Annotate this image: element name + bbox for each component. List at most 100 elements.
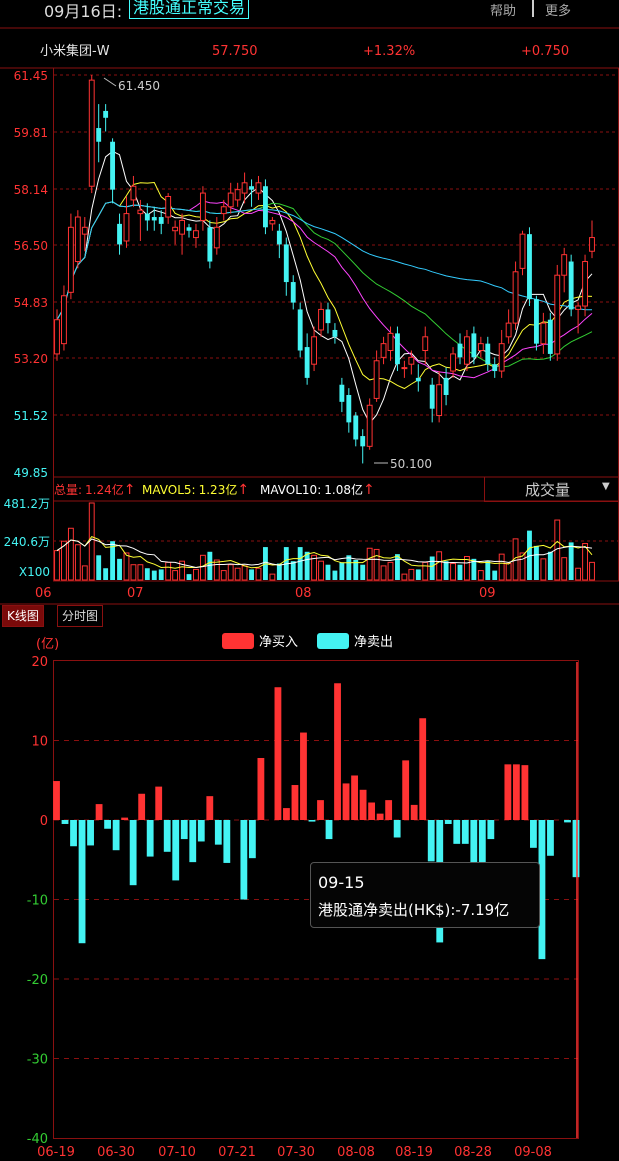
candle	[297, 302, 303, 358]
candle-body	[123, 213, 130, 242]
candle	[67, 213, 74, 300]
chart-frames	[0, 27, 619, 1139]
candle-body	[186, 227, 192, 231]
candle-body	[325, 309, 331, 324]
candle-body	[165, 195, 172, 218]
volume-bar	[325, 564, 331, 580]
volume-bar	[505, 563, 512, 581]
candle	[255, 175, 262, 200]
kline-x-tick: 06	[35, 586, 52, 601]
netflow-bar	[180, 820, 188, 840]
candle	[498, 329, 505, 378]
volume-bar	[297, 547, 303, 580]
candle	[519, 230, 526, 276]
volume-bar	[380, 565, 387, 581]
candle-body	[137, 209, 144, 215]
volume-bar	[568, 542, 574, 580]
kline-y-tick: 61.45	[14, 69, 48, 83]
candlesticks	[54, 75, 595, 464]
candle	[464, 329, 470, 372]
netflow-x-tick: 09-08	[514, 1145, 552, 1160]
ma60-line	[56, 201, 593, 320]
candle	[193, 223, 199, 248]
volume-total-label: 总量: 1.24亿↑	[54, 482, 136, 498]
date-label: 09月16日:	[44, 2, 123, 21]
candle	[144, 203, 150, 231]
volume-bar	[582, 543, 588, 581]
help-link[interactable]: 帮助	[490, 4, 517, 19]
netflow-bar	[206, 796, 214, 820]
volume-bar	[415, 569, 421, 580]
candle	[158, 210, 164, 235]
tooltip-value: 港股通净卖出(HK$):-7.19亿	[318, 901, 510, 919]
netflow-bar	[368, 802, 376, 820]
volume-bar	[220, 570, 227, 581]
netflow-bar	[274, 687, 282, 820]
netflow-bar	[419, 718, 427, 820]
candle	[401, 360, 408, 378]
legend-net-sell-swatch	[317, 633, 349, 649]
volume-bar	[227, 564, 234, 581]
candle	[366, 398, 373, 450]
candle	[199, 186, 206, 231]
kline-y-axis: 61.45 59.81 58.14 56.50 54.83 53.20 51.5…	[14, 69, 48, 480]
candle	[415, 364, 421, 392]
candle-body	[110, 141, 116, 190]
volume-bar	[61, 540, 67, 581]
candle-body	[276, 230, 282, 245]
netflow-bar	[444, 820, 452, 824]
tab-intraday[interactable]: 分时图	[57, 605, 104, 627]
volume-bar	[360, 564, 366, 580]
candle-body	[241, 182, 248, 194]
candle-body	[477, 343, 484, 352]
candle	[332, 323, 338, 344]
candle	[512, 261, 519, 330]
mavol10-line	[56, 538, 593, 569]
candle	[88, 75, 95, 194]
candle	[130, 175, 137, 207]
volume-bar	[332, 570, 338, 580]
netflow-bar	[427, 820, 435, 862]
candle-body	[117, 223, 122, 245]
candle-body	[401, 367, 408, 370]
volume-bar	[395, 554, 400, 580]
netflow-bar	[283, 808, 290, 820]
candle-body	[443, 377, 449, 395]
candle	[373, 350, 380, 402]
more-link[interactable]: 更多	[545, 4, 572, 19]
netflow-bar	[155, 786, 163, 820]
volume-bar	[255, 567, 262, 581]
volume-bar	[533, 545, 539, 580]
volume-bar	[88, 502, 95, 581]
candle-body	[318, 308, 324, 331]
netflow-bar	[393, 820, 401, 838]
netflow-bar	[240, 820, 248, 900]
indicator-dropdown[interactable]: 成交量 ▼	[484, 477, 618, 502]
netflow-y-tick: -20	[27, 973, 48, 988]
candle-body	[263, 186, 268, 228]
volume-bar	[575, 567, 582, 581]
legend-net-sell: 净卖出	[354, 635, 393, 650]
candle	[408, 350, 415, 375]
candle-body	[249, 186, 254, 190]
candle	[325, 302, 331, 334]
volume-bar	[477, 570, 484, 581]
candle-body	[366, 404, 373, 447]
netflow-bar	[521, 765, 529, 820]
top-bar: 09月16日: 港股通正常交易 帮助 更多	[0, 0, 619, 22]
netflow-x-tick: 08-08	[337, 1145, 375, 1160]
candle	[249, 179, 254, 207]
candle	[492, 357, 498, 378]
kline-x-tick: 08	[295, 586, 312, 601]
netflow-y-tick: 20	[31, 655, 48, 670]
change-amount: +0.750	[521, 44, 569, 59]
candle-body	[172, 226, 179, 232]
volume-bar	[485, 561, 491, 580]
netflow-bar	[572, 820, 580, 878]
tab-kline[interactable]: K线图	[2, 605, 44, 627]
candle-body	[207, 227, 213, 262]
kline-y-tick: 54.83	[14, 296, 48, 310]
candle-body	[283, 244, 289, 283]
candle-body	[519, 233, 526, 269]
volume-bar	[366, 547, 373, 581]
